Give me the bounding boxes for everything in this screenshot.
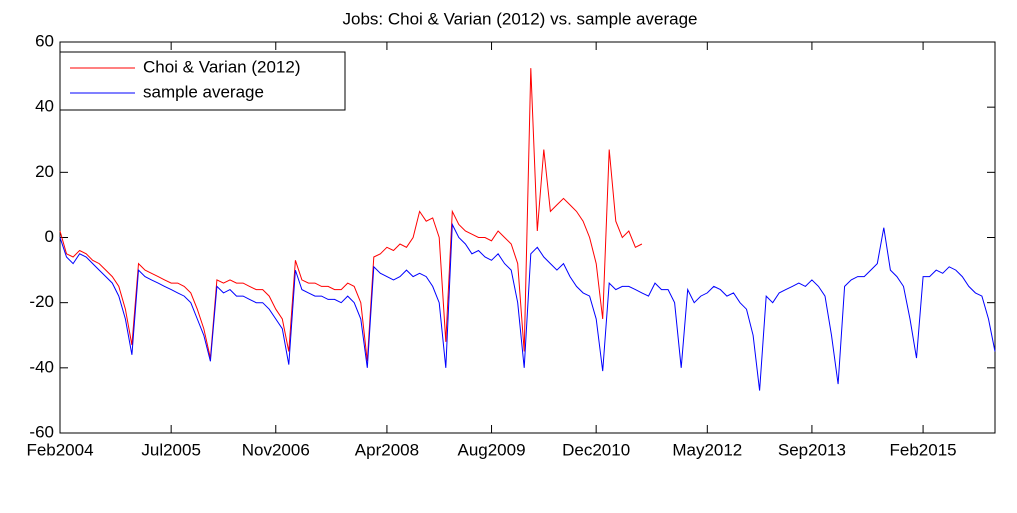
x-tick-label: Dec2010 xyxy=(562,440,630,459)
x-tick-label: Aug2009 xyxy=(457,440,525,459)
x-tick-label: Sep2013 xyxy=(778,440,846,459)
legend-box xyxy=(59,51,346,111)
y-tick-label: 20 xyxy=(35,162,54,181)
legend-label: sample average xyxy=(143,82,264,101)
x-tick-label: Feb2015 xyxy=(890,440,957,459)
y-tick-label: 0 xyxy=(45,227,54,246)
y-tick-label: -20 xyxy=(29,292,54,311)
x-tick-label: Apr2008 xyxy=(355,440,419,459)
series-line xyxy=(59,222,996,391)
legend-label: Choi & Varian (2012) xyxy=(143,57,301,76)
y-tick-label: -60 xyxy=(29,422,54,441)
y-tick-label: 60 xyxy=(35,31,54,50)
chart-title: Jobs: Choi & Varian (2012) vs. sample av… xyxy=(343,9,698,28)
series-line xyxy=(59,68,643,362)
x-tick-label: Feb2004 xyxy=(26,440,93,459)
x-tick-label: Nov2006 xyxy=(242,440,310,459)
x-tick-label: Jul2005 xyxy=(141,440,201,459)
y-tick-label: 40 xyxy=(35,97,54,116)
y-tick-label: -40 xyxy=(29,357,54,376)
x-tick-label: May2012 xyxy=(672,440,742,459)
